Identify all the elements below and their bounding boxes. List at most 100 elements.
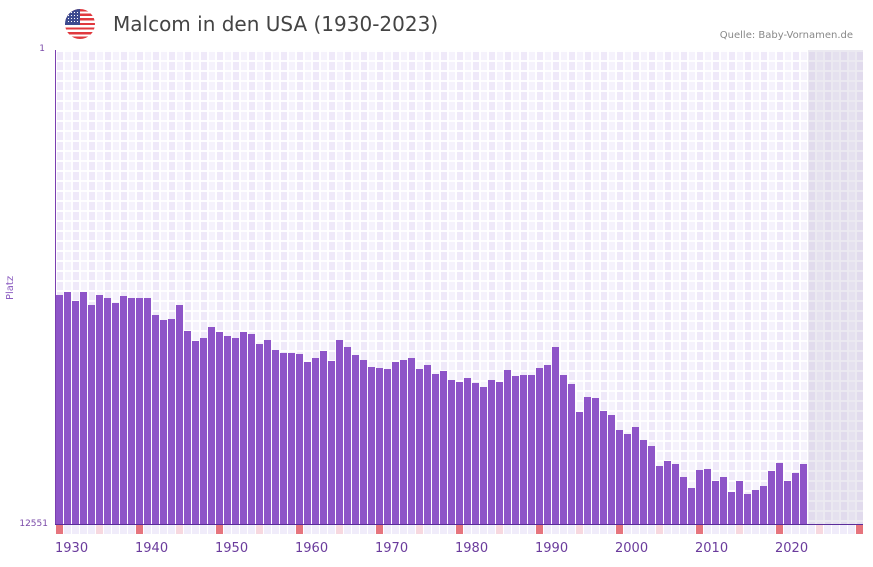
bar-1972[interactable] bbox=[392, 362, 399, 525]
bar-2021[interactable] bbox=[784, 481, 791, 525]
bar-1949[interactable] bbox=[208, 327, 215, 525]
bar-2000[interactable] bbox=[616, 430, 623, 525]
bar-1984[interactable] bbox=[488, 380, 495, 525]
bar-1960[interactable] bbox=[296, 354, 303, 525]
bar-2011[interactable] bbox=[704, 469, 711, 525]
bar-2004[interactable] bbox=[648, 446, 655, 525]
bar-1940[interactable] bbox=[136, 298, 143, 525]
bar-1957[interactable] bbox=[272, 350, 279, 525]
bar-1993[interactable] bbox=[560, 375, 567, 525]
bar-1971[interactable] bbox=[384, 369, 391, 525]
bar-1968[interactable] bbox=[360, 360, 367, 525]
bar-1948[interactable] bbox=[200, 338, 207, 525]
bar-1973[interactable] bbox=[400, 360, 407, 525]
bar-1970[interactable] bbox=[376, 368, 383, 525]
bar-1947[interactable] bbox=[192, 341, 199, 525]
bar-1979[interactable] bbox=[448, 380, 455, 525]
bar-2008[interactable] bbox=[680, 477, 687, 525]
bar-1941[interactable] bbox=[144, 298, 151, 525]
bar-1976[interactable] bbox=[424, 365, 431, 525]
bar-1982[interactable] bbox=[472, 383, 479, 525]
bar-1994[interactable] bbox=[568, 384, 575, 525]
bar-1954[interactable] bbox=[248, 334, 255, 525]
bar-1965[interactable] bbox=[336, 340, 343, 525]
bar-1990[interactable] bbox=[536, 368, 543, 525]
bar-1978[interactable] bbox=[440, 371, 447, 525]
bar-1991[interactable] bbox=[544, 365, 551, 525]
bar-1992[interactable] bbox=[552, 347, 559, 525]
bar-2003[interactable] bbox=[640, 440, 647, 525]
bar-1964[interactable] bbox=[328, 361, 335, 525]
bar-1946[interactable] bbox=[184, 331, 191, 525]
bar-1983[interactable] bbox=[480, 387, 487, 525]
bar-1967[interactable] bbox=[352, 355, 359, 525]
bar-1961[interactable] bbox=[304, 362, 311, 525]
bar-1966[interactable] bbox=[344, 347, 351, 525]
bar-1932[interactable] bbox=[72, 301, 79, 525]
bar-1938[interactable] bbox=[120, 296, 127, 525]
bar-1945[interactable] bbox=[176, 305, 183, 525]
year-marker bbox=[568, 525, 575, 534]
bar-2023[interactable] bbox=[800, 464, 807, 525]
bar-1987[interactable] bbox=[512, 376, 519, 525]
y-tick-top: 1 bbox=[39, 44, 45, 54]
bar-2013[interactable] bbox=[720, 477, 727, 525]
bar-1980[interactable] bbox=[456, 382, 463, 525]
bar-1997[interactable] bbox=[592, 398, 599, 525]
bar-2005[interactable] bbox=[656, 466, 663, 525]
bar-1998[interactable] bbox=[600, 411, 607, 525]
bar-1937[interactable] bbox=[112, 303, 119, 525]
bar-1931[interactable] bbox=[64, 292, 71, 525]
bar-2012[interactable] bbox=[712, 481, 719, 525]
bar-2007[interactable] bbox=[672, 464, 679, 525]
bar-2001[interactable] bbox=[624, 434, 631, 525]
bar-1959[interactable] bbox=[288, 353, 295, 525]
bar-1969[interactable] bbox=[368, 367, 375, 525]
bar-1955[interactable] bbox=[256, 344, 263, 525]
bar-1996[interactable] bbox=[584, 397, 591, 525]
bar-2006[interactable] bbox=[664, 461, 671, 525]
bar-1981[interactable] bbox=[464, 378, 471, 525]
bar-1952[interactable] bbox=[232, 338, 239, 525]
bar-2002[interactable] bbox=[632, 427, 639, 525]
bar-2009[interactable] bbox=[688, 488, 695, 525]
bar-1975[interactable] bbox=[416, 369, 423, 525]
bar-2020[interactable] bbox=[776, 463, 783, 525]
bar-1985[interactable] bbox=[496, 382, 503, 525]
bar-2022[interactable] bbox=[792, 473, 799, 525]
bar-1953[interactable] bbox=[240, 332, 247, 525]
bar-1934[interactable] bbox=[88, 305, 95, 525]
bar-1958[interactable] bbox=[280, 353, 287, 525]
bar-1942[interactable] bbox=[152, 315, 159, 525]
bar-1974[interactable] bbox=[408, 358, 415, 525]
bar-1943[interactable] bbox=[160, 320, 167, 525]
bar-1933[interactable] bbox=[80, 292, 87, 525]
bar-1995[interactable] bbox=[576, 412, 583, 525]
bar-1936[interactable] bbox=[104, 298, 111, 525]
bar-1962[interactable] bbox=[312, 358, 319, 525]
year-marker bbox=[768, 525, 775, 534]
year-marker bbox=[600, 525, 607, 534]
bar-1986[interactable] bbox=[504, 370, 511, 525]
bar-1950[interactable] bbox=[216, 332, 223, 525]
bar-1930[interactable] bbox=[56, 295, 63, 525]
bar-1977[interactable] bbox=[432, 374, 439, 525]
bar-1999[interactable] bbox=[608, 415, 615, 525]
bar-2018[interactable] bbox=[760, 486, 767, 525]
bar-2015[interactable] bbox=[736, 481, 743, 525]
bar-1939[interactable] bbox=[128, 298, 135, 525]
bar-2010[interactable] bbox=[696, 470, 703, 525]
year-marker bbox=[304, 525, 311, 534]
bar-2014[interactable] bbox=[728, 492, 735, 525]
bar-1944[interactable] bbox=[168, 319, 175, 525]
bar-1988[interactable] bbox=[520, 375, 527, 525]
bar-1963[interactable] bbox=[320, 351, 327, 525]
bar-2019[interactable] bbox=[768, 471, 775, 525]
bar-1935[interactable] bbox=[96, 295, 103, 525]
year-marker bbox=[408, 525, 415, 534]
bar-1956[interactable] bbox=[264, 340, 271, 525]
bar-2016[interactable] bbox=[744, 494, 751, 525]
bar-1989[interactable] bbox=[528, 375, 535, 525]
bar-2017[interactable] bbox=[752, 490, 759, 525]
bar-1951[interactable] bbox=[224, 336, 231, 525]
